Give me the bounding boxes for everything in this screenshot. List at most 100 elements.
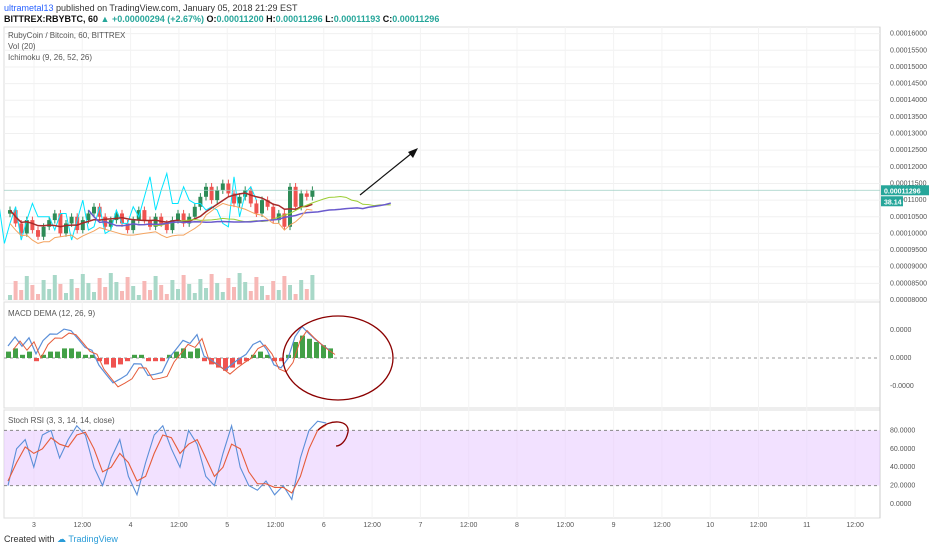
- candle: [69, 216, 74, 224]
- x-tick-label: 8: [515, 522, 519, 529]
- volume-bar: [136, 295, 141, 300]
- x-tick-label: 9: [612, 522, 616, 529]
- open-value: 0.00011200: [216, 14, 264, 24]
- main-y-tick-label: 0.00015000: [890, 64, 927, 71]
- macd-histogram-bar: [167, 354, 172, 358]
- candle: [192, 206, 197, 217]
- macd-histogram-bar: [27, 351, 32, 358]
- candle: [220, 183, 225, 191]
- volume-bar: [52, 275, 57, 300]
- high-value: 0.00011296: [275, 14, 323, 24]
- macd-signal-line: [12, 329, 336, 388]
- stoch-y-tick-label: 20.0000: [890, 483, 915, 490]
- macd-histogram-bar: [314, 342, 319, 358]
- volume-bar: [243, 282, 248, 300]
- x-tick-label: 7: [418, 522, 422, 529]
- main-y-tick-label: 0.00012500: [890, 147, 927, 154]
- candle: [58, 213, 63, 234]
- stoch-k-line: [7, 420, 327, 501]
- candle: [265, 200, 270, 207]
- volume-bar: [232, 287, 236, 300]
- candle: [52, 213, 57, 221]
- tradingview-logo-icon[interactable]: ☁: [57, 534, 67, 544]
- volume-bar: [209, 274, 214, 300]
- macd-histogram-bar: [90, 354, 95, 358]
- volume-bar: [187, 284, 192, 300]
- volume-bar: [30, 285, 35, 300]
- x-tick-label: 12:00: [846, 522, 864, 529]
- publish-info: ultrametal13 published on TradingView.co…: [4, 3, 298, 14]
- high-label: H:: [266, 14, 276, 24]
- volume-bar: [131, 286, 136, 300]
- x-tick-label: 11: [803, 522, 810, 529]
- candle: [170, 220, 175, 231]
- candle: [299, 193, 304, 207]
- volume-bar: [13, 281, 18, 300]
- macd-histogram-bar: [83, 354, 88, 358]
- candle: [204, 186, 208, 197]
- volume-bar: [69, 279, 74, 300]
- main-y-tick-label: 0.00010500: [890, 214, 927, 221]
- macd-histogram-bar: [188, 351, 193, 358]
- candle: [30, 220, 35, 231]
- macd-histogram-bar: [125, 358, 130, 362]
- candle: [114, 213, 119, 221]
- volume-bar: [176, 289, 180, 300]
- volume-bar: [58, 284, 63, 300]
- macd-histogram-bar: [153, 358, 158, 362]
- volume-bar: [282, 276, 287, 300]
- macd-histogram-bar: [6, 351, 11, 358]
- candle: [24, 220, 29, 234]
- candle: [304, 193, 309, 197]
- volume-bar: [204, 288, 208, 300]
- x-tick-label: 12:00: [750, 522, 768, 529]
- stoch-hook-annotation: [317, 421, 349, 447]
- macd-histogram-bar: [34, 358, 39, 362]
- volume-bar: [86, 283, 91, 300]
- candle: [80, 220, 85, 231]
- candle: [142, 210, 147, 221]
- author-link[interactable]: ultrametal13: [4, 3, 54, 13]
- macd-histogram-bar: [195, 348, 200, 358]
- candle: [125, 223, 130, 231]
- main-y-tick-label: 0.00008500: [890, 280, 927, 287]
- volume-bar: [80, 274, 85, 300]
- volume-bar: [288, 285, 292, 300]
- candle: [159, 216, 164, 224]
- macd-histogram-bar: [118, 358, 123, 365]
- close-label: C:: [382, 14, 393, 24]
- stoch-d-line: [7, 424, 327, 494]
- symbol-name[interactable]: BITTREX:RBYBTC, 60: [4, 14, 99, 24]
- macd-histogram-bar: [139, 354, 144, 358]
- volume-bar: [148, 290, 152, 300]
- chikou-line: [9, 202, 313, 244]
- symbol-bar: BITTREX:RBYBTC, 60 ▲ +0.00000294 (+2.67%…: [4, 14, 439, 25]
- volume-bar: [64, 293, 68, 300]
- kijun-line: [9, 192, 313, 228]
- stoch-band: [4, 430, 880, 486]
- candle: [310, 190, 315, 197]
- volume-bar: [164, 294, 169, 300]
- volume-bar: [260, 286, 264, 300]
- candle: [248, 190, 253, 204]
- volume-bar: [108, 273, 113, 300]
- volume-bar: [192, 293, 197, 300]
- macd-histogram-bar: [251, 354, 256, 358]
- macd-histogram-bar: [62, 348, 67, 358]
- volume-bar: [220, 292, 225, 300]
- macd-histogram-bar: [279, 358, 284, 362]
- trend-arrow-head-icon: [408, 148, 418, 158]
- candle: [293, 186, 298, 207]
- macd-histogram-bar: [13, 348, 18, 358]
- x-tick-label: 12:00: [267, 522, 285, 529]
- tradingview-brand[interactable]: TradingView: [68, 534, 118, 544]
- volume-bar: [248, 291, 253, 300]
- x-tick-label: 12:00: [74, 522, 92, 529]
- macd-histogram-bar: [216, 358, 221, 368]
- x-tick-label: 12:00: [557, 522, 575, 529]
- candle: [198, 196, 203, 207]
- low-label: L:: [325, 14, 334, 24]
- x-tick-label: 6: [322, 522, 326, 529]
- volume-bar: [271, 281, 276, 300]
